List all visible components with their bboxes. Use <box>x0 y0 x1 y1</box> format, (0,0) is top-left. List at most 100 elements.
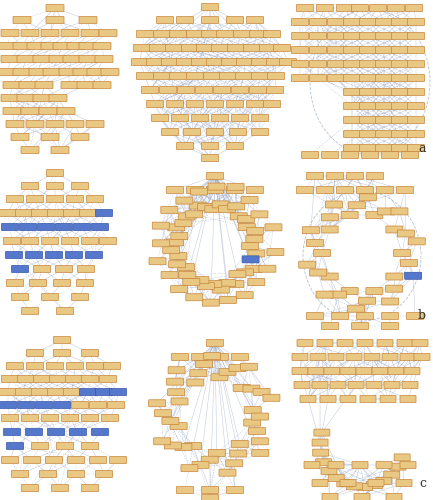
FancyBboxPatch shape <box>211 114 229 121</box>
FancyBboxPatch shape <box>1 56 19 62</box>
FancyBboxPatch shape <box>343 60 361 68</box>
FancyBboxPatch shape <box>227 184 244 190</box>
FancyBboxPatch shape <box>310 46 326 54</box>
FancyBboxPatch shape <box>407 144 424 152</box>
FancyBboxPatch shape <box>54 280 71 286</box>
FancyBboxPatch shape <box>191 188 207 195</box>
FancyBboxPatch shape <box>407 116 424 123</box>
FancyBboxPatch shape <box>33 94 51 102</box>
FancyBboxPatch shape <box>205 280 222 287</box>
FancyBboxPatch shape <box>38 224 55 230</box>
FancyBboxPatch shape <box>208 450 225 456</box>
FancyBboxPatch shape <box>237 216 254 222</box>
FancyBboxPatch shape <box>321 273 338 280</box>
FancyBboxPatch shape <box>191 354 209 360</box>
FancyBboxPatch shape <box>32 388 48 396</box>
FancyBboxPatch shape <box>80 388 97 396</box>
FancyBboxPatch shape <box>192 462 209 468</box>
FancyBboxPatch shape <box>61 82 79 88</box>
FancyBboxPatch shape <box>189 202 206 209</box>
FancyBboxPatch shape <box>226 16 243 24</box>
FancyBboxPatch shape <box>29 68 47 75</box>
FancyBboxPatch shape <box>178 86 194 94</box>
FancyBboxPatch shape <box>219 280 236 286</box>
FancyBboxPatch shape <box>328 354 344 360</box>
FancyBboxPatch shape <box>168 366 185 374</box>
FancyBboxPatch shape <box>201 16 219 24</box>
FancyBboxPatch shape <box>177 58 194 66</box>
FancyBboxPatch shape <box>71 402 88 408</box>
FancyBboxPatch shape <box>99 30 117 36</box>
FancyBboxPatch shape <box>80 210 97 216</box>
FancyBboxPatch shape <box>168 388 185 396</box>
FancyBboxPatch shape <box>244 406 261 414</box>
FancyBboxPatch shape <box>320 396 336 402</box>
FancyBboxPatch shape <box>197 204 215 210</box>
FancyBboxPatch shape <box>6 196 23 202</box>
FancyBboxPatch shape <box>19 82 37 88</box>
FancyBboxPatch shape <box>274 44 291 52</box>
FancyBboxPatch shape <box>167 186 184 194</box>
FancyBboxPatch shape <box>362 152 378 158</box>
FancyBboxPatch shape <box>186 211 203 218</box>
FancyBboxPatch shape <box>312 382 328 388</box>
FancyBboxPatch shape <box>17 376 35 382</box>
FancyBboxPatch shape <box>26 120 44 128</box>
FancyBboxPatch shape <box>149 44 167 52</box>
FancyBboxPatch shape <box>230 450 247 457</box>
FancyBboxPatch shape <box>77 82 95 88</box>
FancyBboxPatch shape <box>220 72 236 80</box>
FancyBboxPatch shape <box>66 120 84 128</box>
FancyBboxPatch shape <box>332 312 349 320</box>
FancyBboxPatch shape <box>91 428 109 436</box>
FancyBboxPatch shape <box>78 266 94 272</box>
FancyBboxPatch shape <box>103 362 120 370</box>
FancyBboxPatch shape <box>48 210 65 216</box>
FancyBboxPatch shape <box>226 460 243 467</box>
FancyBboxPatch shape <box>35 82 53 88</box>
FancyBboxPatch shape <box>321 214 338 221</box>
FancyBboxPatch shape <box>63 56 81 62</box>
FancyBboxPatch shape <box>67 42 85 50</box>
FancyBboxPatch shape <box>79 42 97 50</box>
FancyBboxPatch shape <box>156 16 174 24</box>
FancyBboxPatch shape <box>359 88 377 96</box>
FancyBboxPatch shape <box>366 172 384 180</box>
FancyBboxPatch shape <box>161 206 178 214</box>
FancyBboxPatch shape <box>81 30 99 36</box>
FancyBboxPatch shape <box>45 456 62 464</box>
FancyBboxPatch shape <box>382 354 398 360</box>
FancyBboxPatch shape <box>310 354 326 360</box>
FancyBboxPatch shape <box>6 362 23 370</box>
FancyBboxPatch shape <box>46 4 64 12</box>
FancyBboxPatch shape <box>211 354 229 360</box>
FancyBboxPatch shape <box>171 398 188 405</box>
FancyBboxPatch shape <box>236 292 253 298</box>
FancyBboxPatch shape <box>397 340 413 346</box>
FancyBboxPatch shape <box>201 486 219 494</box>
FancyBboxPatch shape <box>67 362 84 370</box>
FancyBboxPatch shape <box>327 18 345 26</box>
FancyBboxPatch shape <box>81 442 98 450</box>
FancyBboxPatch shape <box>21 30 39 36</box>
FancyBboxPatch shape <box>191 114 209 121</box>
FancyBboxPatch shape <box>340 396 356 402</box>
FancyBboxPatch shape <box>326 201 343 208</box>
FancyBboxPatch shape <box>146 100 164 107</box>
FancyBboxPatch shape <box>65 376 83 382</box>
FancyBboxPatch shape <box>65 252 83 258</box>
FancyBboxPatch shape <box>170 422 187 430</box>
FancyBboxPatch shape <box>266 58 284 66</box>
FancyBboxPatch shape <box>207 340 223 346</box>
FancyBboxPatch shape <box>391 74 408 82</box>
FancyBboxPatch shape <box>23 456 41 464</box>
FancyBboxPatch shape <box>391 88 408 96</box>
FancyBboxPatch shape <box>322 494 338 500</box>
FancyBboxPatch shape <box>402 382 418 388</box>
FancyBboxPatch shape <box>16 210 32 216</box>
FancyBboxPatch shape <box>52 484 68 492</box>
FancyBboxPatch shape <box>220 296 236 304</box>
FancyBboxPatch shape <box>242 242 259 250</box>
FancyBboxPatch shape <box>22 238 39 244</box>
FancyBboxPatch shape <box>169 30 187 38</box>
